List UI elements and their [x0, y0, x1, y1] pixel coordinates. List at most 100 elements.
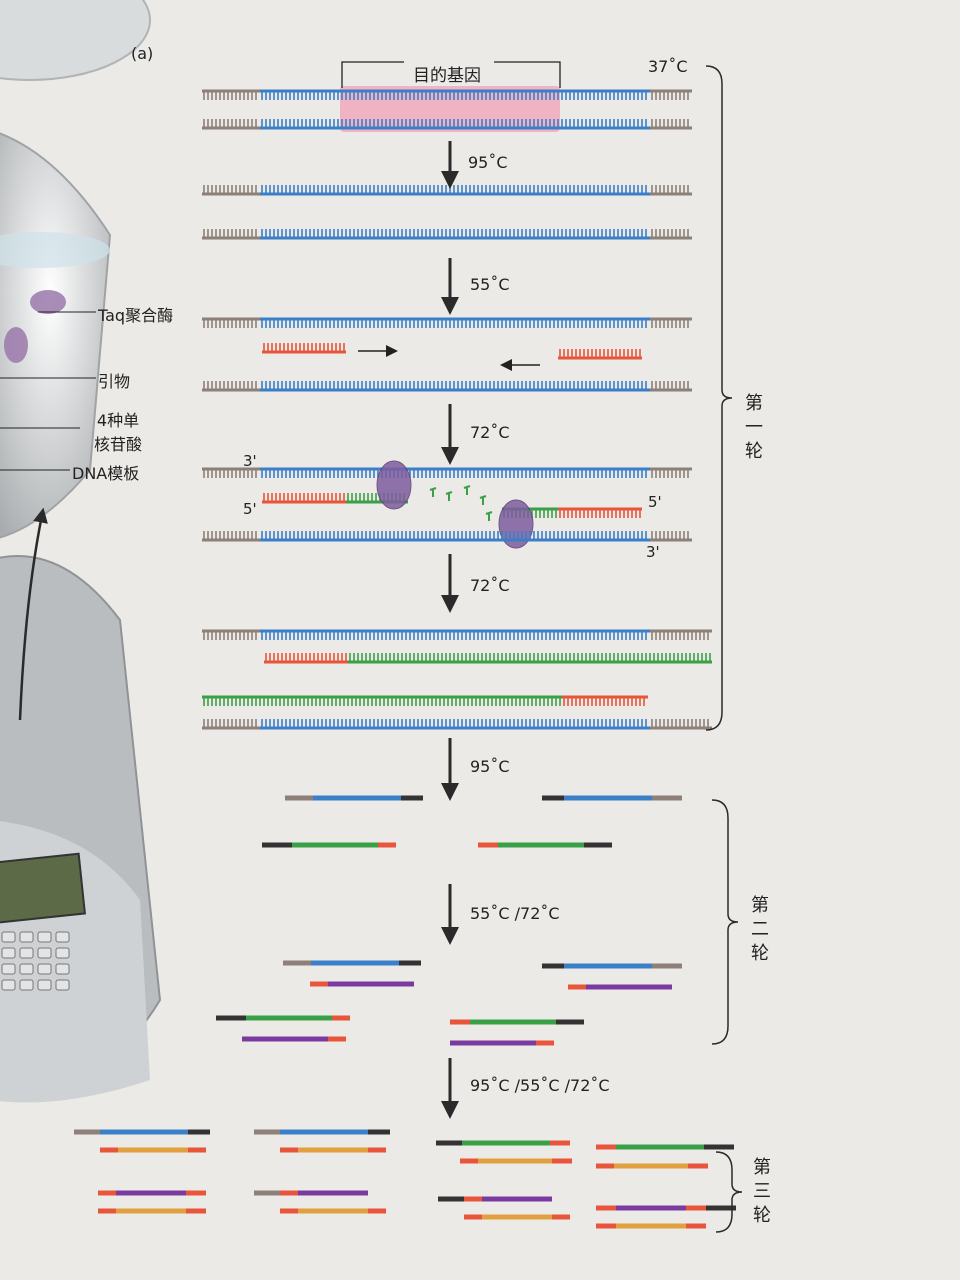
dup0-top-seg1-tick-path: [261, 91, 647, 100]
dup0-bottom-seg1-tick-path: [261, 119, 647, 128]
round-2-brace: [711, 799, 739, 1045]
ext-top-seg2-tick-path: [651, 469, 689, 478]
primer-left-ticks: [263, 343, 345, 352]
denat-bottom-seg0-tick-path: [203, 229, 257, 238]
dupB-template-seg1-tick-path: [261, 719, 647, 728]
dupB-template-seg0-ticks: [203, 719, 257, 728]
denat-top-seg1-tick-path: [261, 185, 647, 194]
ext-new-right-seg1-ticks: [559, 509, 641, 518]
round-1-char-2: 一: [745, 417, 763, 438]
keypad-key-icon: [55, 947, 70, 959]
dup0-top-seg1-ticks: [261, 91, 647, 100]
keypad-key-icon: [1, 947, 16, 959]
dupB-new-seg1-ticks: [563, 697, 645, 706]
free-nucleotide-icon: [445, 491, 453, 501]
dup0-top-seg2-tick-path: [651, 91, 689, 100]
denat-bottom-seg2-tick-path: [651, 229, 689, 238]
anneal-bottom-seg2-ticks: [651, 381, 689, 390]
keypad-key-icon: [37, 947, 52, 959]
dupB-template-seg1-ticks: [261, 719, 647, 728]
legend-dntp-label: 4种单 核苷酸: [78, 407, 158, 455]
anneal-bottom-seg0-ticks: [203, 381, 257, 390]
round-1-char-1: 第: [745, 393, 763, 414]
dup0-top-seg2-ticks: [651, 91, 689, 100]
target-gene-highlight: [340, 86, 560, 132]
target-gene-bracket-left: [341, 61, 404, 88]
round-3-char-3: 轮: [753, 1205, 771, 1226]
dup0-bottom-seg2-ticks: [651, 119, 689, 128]
round-2-char-2: 二: [751, 919, 769, 940]
dupA-new-seg1-ticks: [349, 653, 711, 662]
keypad-key-icon: [55, 963, 70, 975]
anneal-top-seg2-ticks: [651, 319, 689, 328]
temp-step-95-55-72: 95˚C /55˚C /72˚C: [470, 1076, 610, 1095]
ext-top-seg0-tick-path: [203, 469, 257, 478]
end-label-3prime-top-left: 3': [243, 452, 257, 470]
temp-37: 37˚C: [648, 57, 688, 76]
end-label-5prime-left: 5': [243, 500, 257, 518]
keypad-key-icon: [1, 931, 16, 943]
keypad-key-icon: [37, 979, 52, 991]
round-1-brace: [705, 65, 733, 731]
dupA-template-seg2-tick-path: [651, 631, 709, 640]
ext-bottom-seg2-ticks: [651, 531, 689, 540]
anneal-top-seg1-ticks: [261, 319, 647, 328]
anneal-top-seg2-tick-path: [651, 319, 689, 328]
round-3-label: 第 三 轮: [748, 1156, 776, 1228]
target-gene-label: 目的基因: [413, 66, 481, 86]
panel-label: (a): [131, 44, 154, 63]
dupA-template-seg1-ticks: [261, 631, 647, 640]
dup0-bottom-seg2-tick-path: [651, 119, 689, 128]
keypad-key-icon: [37, 931, 52, 943]
legend-primer-label: 引物: [98, 372, 131, 391]
taq-polymerase-icon: [30, 290, 66, 314]
round-2-char-1: 第: [751, 895, 769, 916]
legend-template-label: DNA模板: [72, 464, 140, 483]
ext-top-seg0-ticks: [203, 469, 257, 478]
dupB-new-seg0-tick-path: [203, 697, 561, 706]
dupB-new-seg1-tick-path: [563, 697, 645, 706]
denat-bottom-seg1-tick-path: [261, 229, 647, 238]
dup0-bottom-seg0-ticks: [203, 119, 257, 128]
dupB-template-seg0-tick-path: [203, 719, 257, 728]
round-1-label: 第 一 轮: [740, 392, 768, 464]
ext-bottom-seg0-ticks: [203, 531, 257, 540]
denat-bottom-seg1-ticks: [261, 229, 647, 238]
primer-left-tick-path: [263, 343, 345, 352]
legend-dntp-line2: 核苷酸: [93, 435, 142, 454]
keypad-key-icon: [55, 931, 70, 943]
temp-step-95b: 95˚C: [470, 757, 510, 776]
temp-step-55-72: 55˚C /72˚C: [470, 904, 560, 923]
keypad-key-icon: [19, 979, 34, 991]
free-nucleotide-icon: [479, 495, 487, 505]
dupA-template-seg0-tick-path: [203, 631, 257, 640]
primer-right-tick-path: [559, 349, 641, 358]
keypad-key-icon: [1, 979, 16, 991]
dupB-template-seg2-ticks: [651, 719, 709, 728]
temp-step-72b: 72˚C: [470, 576, 510, 595]
dupB-new-seg0-ticks: [203, 697, 561, 706]
ext-top-seg2-ticks: [651, 469, 689, 478]
dupA-template-seg0-ticks: [203, 631, 257, 640]
round-2-label: 第 二 轮: [746, 894, 774, 966]
denat-top-seg0-tick-path: [203, 185, 257, 194]
taq-polymerase-right-icon: [498, 499, 534, 549]
end-label-5prime-right: 5': [648, 493, 662, 511]
denat-top-seg0-ticks: [203, 185, 257, 194]
ext-new-right-seg1-tick-path: [559, 509, 641, 518]
dupA-new-seg0-ticks: [265, 653, 347, 662]
keypad-key-icon: [1, 963, 16, 975]
free-nucleotide-icon: [429, 487, 437, 497]
dup0-bottom-seg1-ticks: [261, 119, 647, 128]
ext-bottom-seg1-ticks: [261, 531, 647, 540]
ext-bottom-seg1-tick-path: [261, 531, 647, 540]
tube-cap: [0, 0, 151, 81]
anneal-bottom-seg0-tick-path: [203, 381, 257, 390]
ext-bottom-seg2-tick-path: [651, 531, 689, 540]
keypad-key-icon: [19, 963, 34, 975]
dupA-new-seg0-tick-path: [265, 653, 347, 662]
dup0-bottom-seg0-tick-path: [203, 119, 257, 128]
anneal-bottom-seg1-tick-path: [261, 381, 647, 390]
legend-taq-label: Taq聚合酶: [98, 306, 174, 325]
